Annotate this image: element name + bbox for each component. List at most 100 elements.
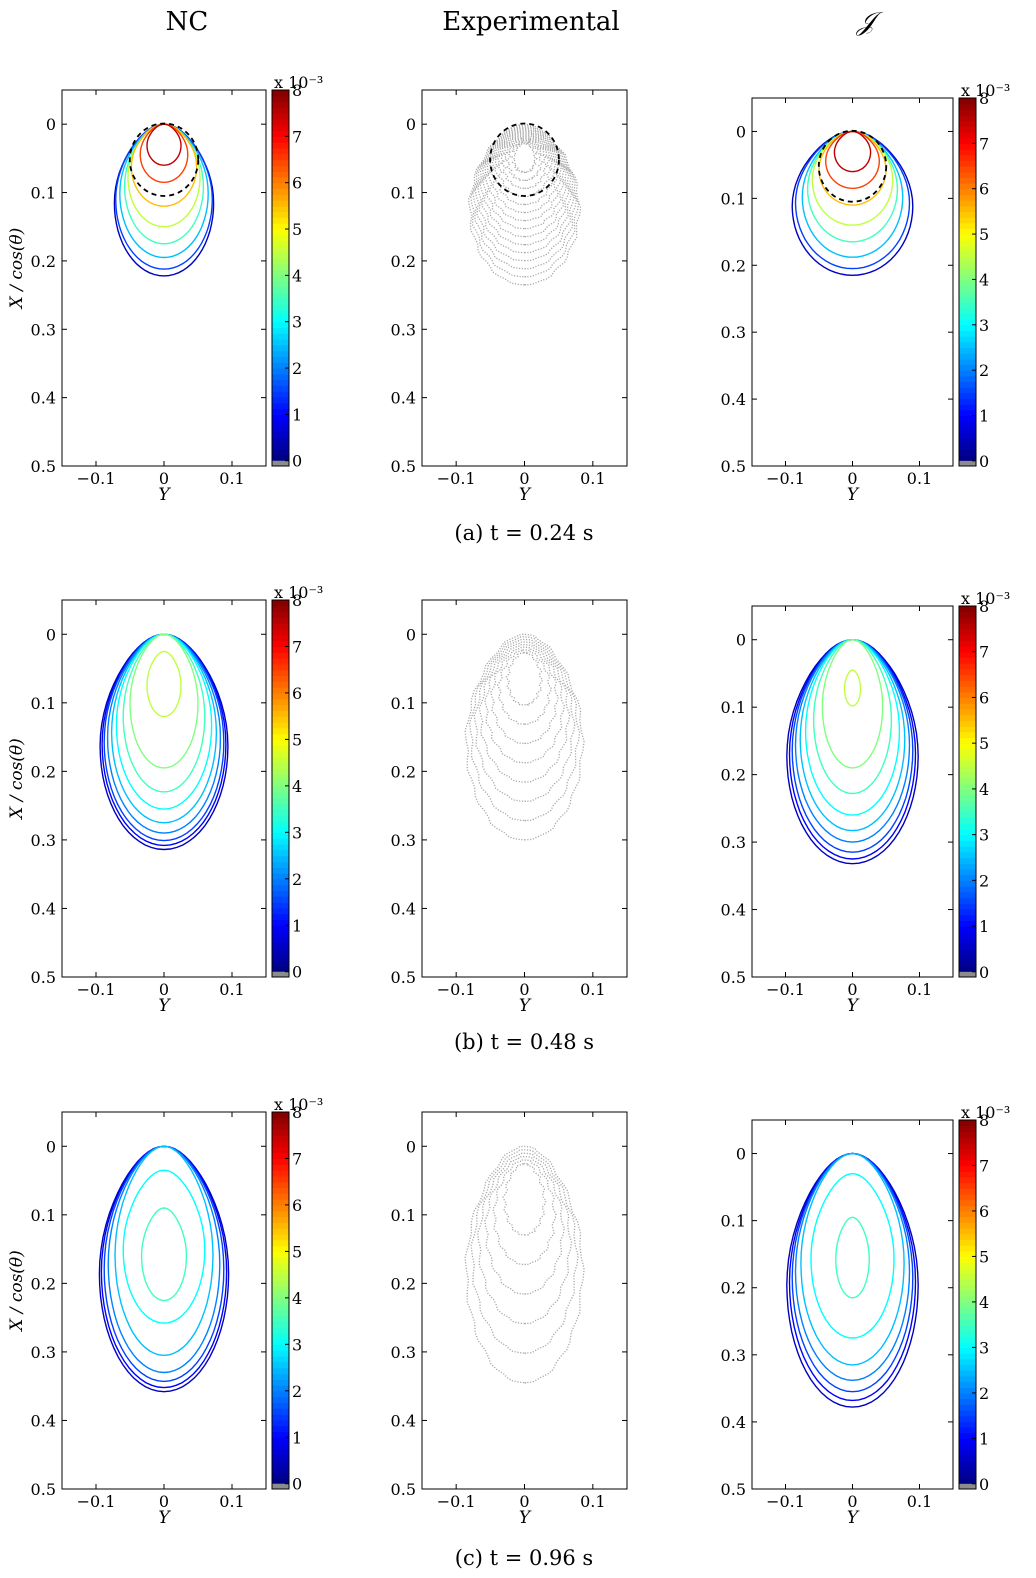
- y-tick-label: 0.4: [391, 899, 416, 918]
- colorbar-segment: [959, 1432, 976, 1439]
- colorbar-tick-label: 3: [979, 316, 989, 335]
- colorbar-segment: [272, 425, 289, 433]
- colorbar-segment: [959, 954, 976, 961]
- colorbar-segment: [959, 1250, 976, 1258]
- contour-line-experimental: [479, 130, 570, 246]
- colorbar-segment: [959, 680, 976, 687]
- contour-line-experimental: [484, 643, 565, 764]
- colorbar-segment: [959, 358, 976, 366]
- y-tick-label: 0.2: [31, 762, 56, 781]
- contour-line: [129, 633, 199, 769]
- contour-line-experimental: [505, 651, 544, 706]
- colorbar-segment: [959, 194, 976, 201]
- colorbar-segment: [272, 211, 289, 219]
- colorbar-segment: [959, 1409, 976, 1417]
- colorbar-segment: [272, 1454, 289, 1462]
- axes-frame: [751, 1119, 954, 1490]
- colorbar-segment: [959, 1398, 976, 1405]
- colorbar-segment: [272, 1268, 289, 1276]
- colorbar-tick-label: 8: [292, 1103, 302, 1122]
- contour-line: [791, 1152, 914, 1393]
- colorbar-multiplier: x 10⁻³: [961, 1103, 1010, 1122]
- colorbar-segment: [959, 103, 976, 110]
- colorbar-segment: [272, 1257, 289, 1264]
- colorbar-segment: [959, 160, 976, 167]
- colorbar-segment: [272, 414, 289, 421]
- colorbar-segment: [959, 960, 976, 967]
- colorbar-segment: [959, 1341, 976, 1348]
- colorbar-segment: [272, 826, 289, 833]
- x-tick-label: 0.1: [219, 469, 244, 488]
- colorbar-segment: [959, 874, 976, 881]
- y-tick-label: 0.5: [31, 968, 56, 987]
- y-tick-label: 0.2: [721, 1279, 746, 1298]
- colorbar-segment: [272, 861, 289, 868]
- colorbar-segment: [272, 1251, 289, 1258]
- colorbar-segment: [959, 914, 976, 921]
- colorbar-segment: [959, 217, 976, 224]
- colorbar-segment: [959, 1245, 976, 1252]
- colorbar-segment: [959, 863, 976, 870]
- colorbar-segment: [272, 605, 289, 613]
- colorbar-segment: [959, 421, 976, 428]
- colorbar-segment: [272, 1187, 289, 1194]
- colorbar-segment: [272, 1141, 289, 1148]
- colorbar-segment: [959, 737, 976, 744]
- colorbar-segment: [959, 891, 976, 899]
- contour-line-experimental: [482, 131, 567, 238]
- colorbar-segment: [272, 745, 289, 752]
- x-tick-label: −0.1: [77, 469, 116, 488]
- colorbar-segment: [272, 733, 289, 740]
- colorbar-tick-label: 3: [292, 313, 302, 332]
- colorbar-segment: [959, 307, 976, 315]
- contour-line: [99, 633, 229, 851]
- colorbar-segment: [272, 1408, 289, 1415]
- colorbar-segment: [272, 832, 289, 839]
- colorbar-segment: [959, 886, 976, 893]
- colorbar-segment: [959, 1387, 976, 1394]
- colorbar-segment: [272, 721, 289, 729]
- droplet-outline-circle: [489, 122, 560, 197]
- y-tick-label: 0.5: [391, 457, 416, 476]
- y-tick-label: 0.2: [391, 1274, 416, 1293]
- contour-line: [843, 669, 862, 707]
- colorbar-segment: [959, 720, 976, 727]
- colorbar-tick-label: 0: [292, 1475, 302, 1494]
- x-axis-label: Y: [519, 485, 532, 505]
- colorbar-segment: [272, 791, 289, 799]
- colorbar-segment: [272, 454, 289, 462]
- colorbar-segment: [959, 1222, 976, 1229]
- colorbar-segment: [272, 878, 289, 886]
- colorbar-segment: [959, 177, 976, 184]
- colorbar-segment: [959, 668, 976, 676]
- colorbar-segment: [272, 1431, 289, 1438]
- colorbar-segment: [272, 1396, 289, 1404]
- colorbar-segment: [959, 1273, 976, 1280]
- droplet-outline-circle: [817, 129, 888, 203]
- colorbar-tick-label: 8: [292, 81, 302, 100]
- x-tick-label: 0: [159, 469, 169, 488]
- colorbar-segment: [272, 919, 289, 926]
- x-tick-label: 0: [159, 980, 169, 999]
- colorbar-segment: [272, 1309, 289, 1316]
- colorbar-segment: [959, 273, 976, 281]
- colorbar-segment: [272, 344, 289, 352]
- contour-line-experimental: [492, 1159, 557, 1266]
- y-axis-label: X / cos(θ): [7, 228, 27, 311]
- colorbar-tick-label: 2: [979, 361, 989, 380]
- colorbar-tick-label: 7: [292, 127, 302, 146]
- colorbar-segment: [272, 663, 289, 671]
- colorbar-segment: [272, 954, 289, 961]
- colorbar-segment: [272, 1332, 289, 1340]
- colorbar-tick-label: 0: [292, 452, 302, 471]
- colorbar-frame: [958, 605, 977, 978]
- colorbar-segment: [272, 1477, 289, 1485]
- colorbar-tick-label: 8: [979, 597, 989, 616]
- colorbar-segment: [959, 1148, 976, 1155]
- y-tick-label: 0.3: [721, 1346, 746, 1365]
- axes-frame: [421, 1111, 628, 1490]
- colorbar-segment: [959, 1415, 976, 1422]
